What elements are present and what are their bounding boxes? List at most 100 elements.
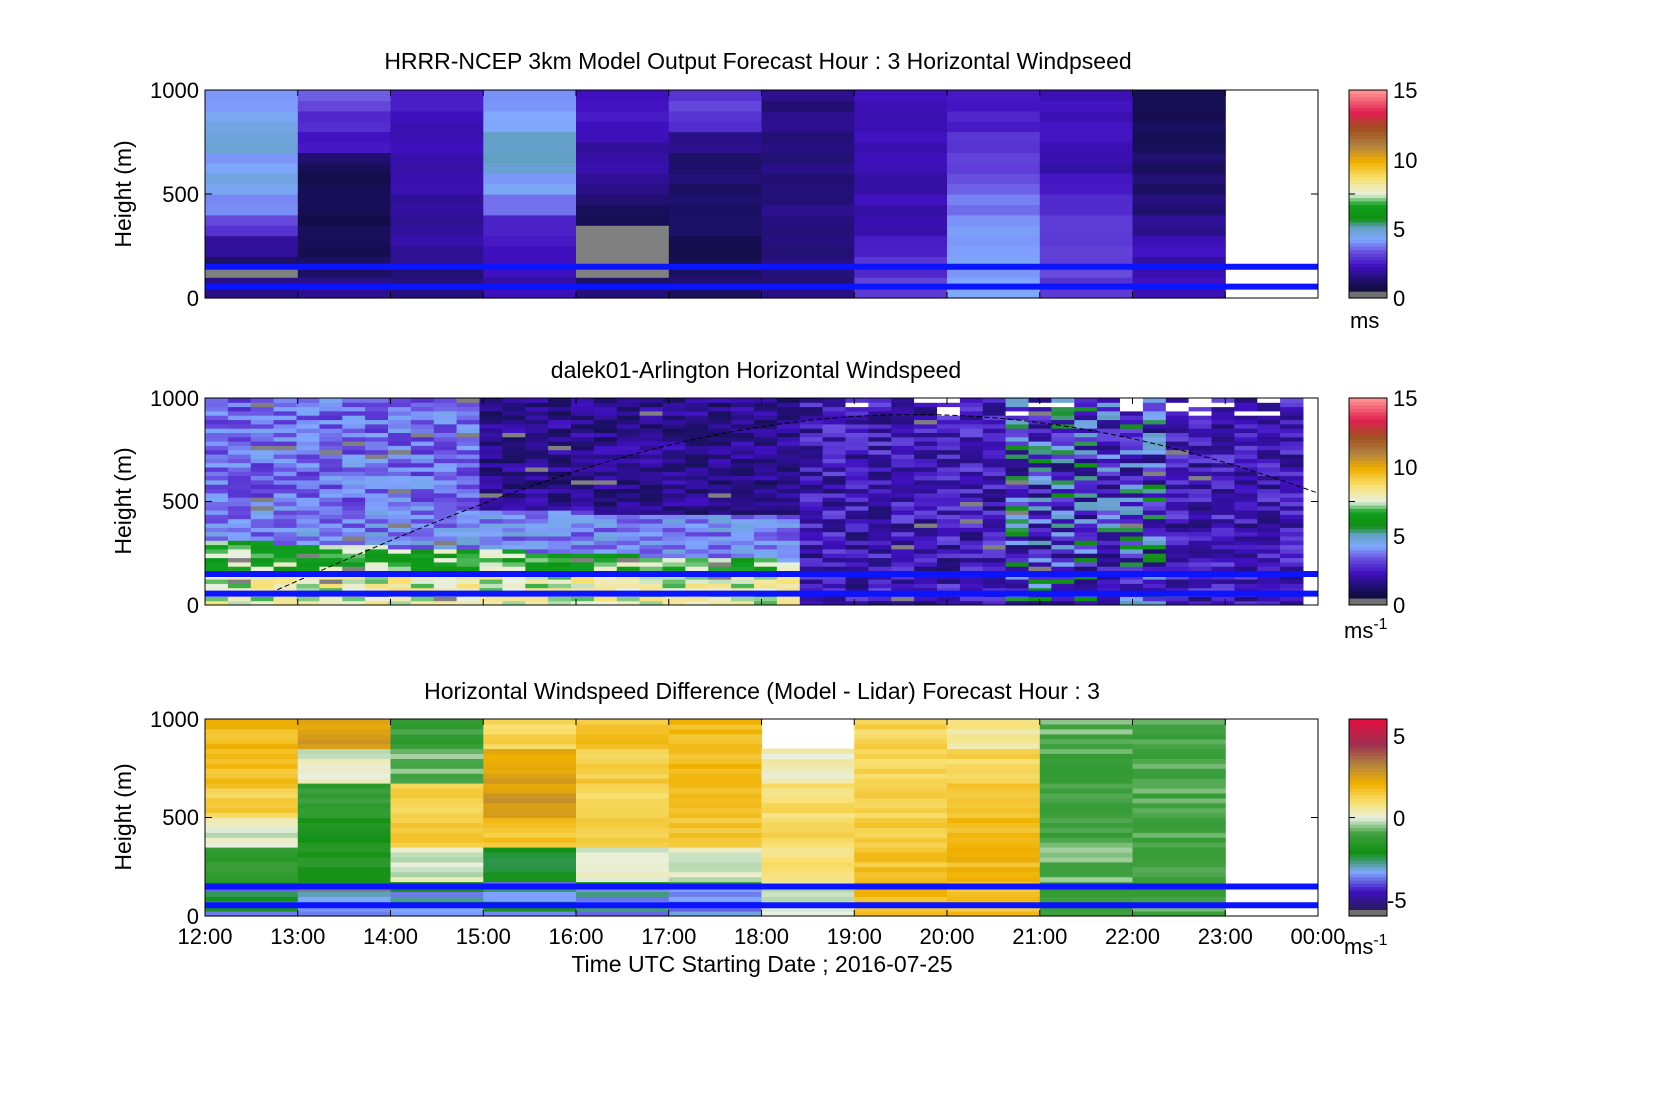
lidar-cell [982,458,1007,464]
lidar-cell [319,436,343,442]
model-cell [205,131,299,143]
panel-lidar-ylabel: Height (m) [110,447,136,554]
lidar-cell [982,428,1007,433]
lidar-cell [1051,449,1075,455]
lidar-cell [868,419,892,425]
lidar-cell [296,527,320,533]
difference-cell [576,738,670,745]
lidar-cell [525,531,549,537]
lidar-cell [776,561,801,567]
lidar-cell [1051,501,1075,507]
difference-cell [1132,723,1226,730]
lidar-cell [388,419,412,425]
lidar-cell [525,523,549,528]
model-cell [390,246,484,257]
model-cell [1039,287,1134,299]
colorbar-swatch [1349,453,1387,458]
difference-cell [390,738,484,745]
colorbar-swatch [1349,807,1387,812]
lidar-cell [1005,432,1029,438]
difference-cell [1039,758,1134,764]
lidar-cell [708,423,732,429]
lidar-cell [708,561,732,567]
lidar-cell [616,449,641,455]
lidar-cell [754,406,778,412]
difference-cell [1132,807,1226,814]
lidar-cell [1165,428,1190,433]
difference-cell [483,748,577,754]
lidar-cell [342,467,366,472]
lidar-cell [959,432,984,438]
lidar-cell [708,402,732,408]
lidar-cell [1165,544,1190,550]
lidar-cell [959,527,984,533]
lidar-cell [1120,467,1144,472]
lidar-cell [227,514,252,520]
colorbar-swatch [1349,879,1387,884]
lidar-cell [982,557,1007,563]
lidar-cell [388,492,412,498]
lidar-cell [456,445,480,451]
lidar-cell [365,523,389,528]
lidar-cell [205,518,229,524]
colorbar-swatch [1349,768,1387,773]
model-cell [761,131,855,143]
lidar-cell [662,579,686,584]
lidar-cell [548,423,572,429]
lidar-cell [273,505,297,511]
lidar-cell [502,574,526,580]
lidar-cell [1120,536,1144,541]
lidar-cell [1257,462,1281,468]
lidar-cell [410,398,435,403]
lidar-cell [410,467,435,472]
lidar-cell [959,467,984,472]
difference-cell [390,812,484,819]
difference-cell [761,911,855,917]
lidar-cell [1051,531,1075,537]
lidar-cell [754,527,778,533]
lidar-cell [1120,501,1144,507]
lidar-cell [296,566,320,571]
lidar-cell [571,497,595,502]
difference-cell [854,768,948,774]
colorbar-swatch [1349,232,1387,237]
difference-cell [1132,847,1226,853]
x-tick-label: 22:00 [1105,924,1160,949]
lidar-cell [410,553,435,559]
difference-cell [668,896,763,902]
difference-cell [1039,792,1134,799]
difference-cell [854,871,948,878]
lidar-cell [1211,587,1235,593]
lidar-cell [731,458,755,464]
lidar-cell [959,518,984,524]
difference-cell [205,773,299,779]
lidar-cell [1120,398,1144,403]
lidar-cell [1142,454,1167,459]
lidar-cell [982,544,1007,550]
panel-lidar-title: dalek01-Arlington Horizontal Windspeed [551,357,961,383]
lidar-cell [685,583,709,589]
difference-cell [576,866,670,873]
difference-cell [854,837,948,843]
model-cell [947,142,1041,153]
colorbar-swatch [1349,501,1387,506]
lidar-cell [937,527,961,533]
model-cell [947,235,1041,247]
difference-cell [854,861,948,868]
lidar-cell [227,497,252,502]
lidar-cell [1211,471,1235,477]
lidar-cell [571,398,595,403]
model-cell [668,152,763,164]
lidar-cell [365,454,389,459]
lidar-cell [1165,561,1190,567]
model-cell [297,266,392,278]
lidar-cell [1120,540,1144,546]
lidar-cell [1142,492,1167,498]
lidar-cell [959,557,984,563]
lidar-cell [1097,548,1121,554]
lidar-cell [1005,514,1029,520]
difference-cell [576,861,670,868]
lidar-cell [891,505,915,511]
model-cell [854,214,948,226]
lidar-cell [1142,410,1167,416]
